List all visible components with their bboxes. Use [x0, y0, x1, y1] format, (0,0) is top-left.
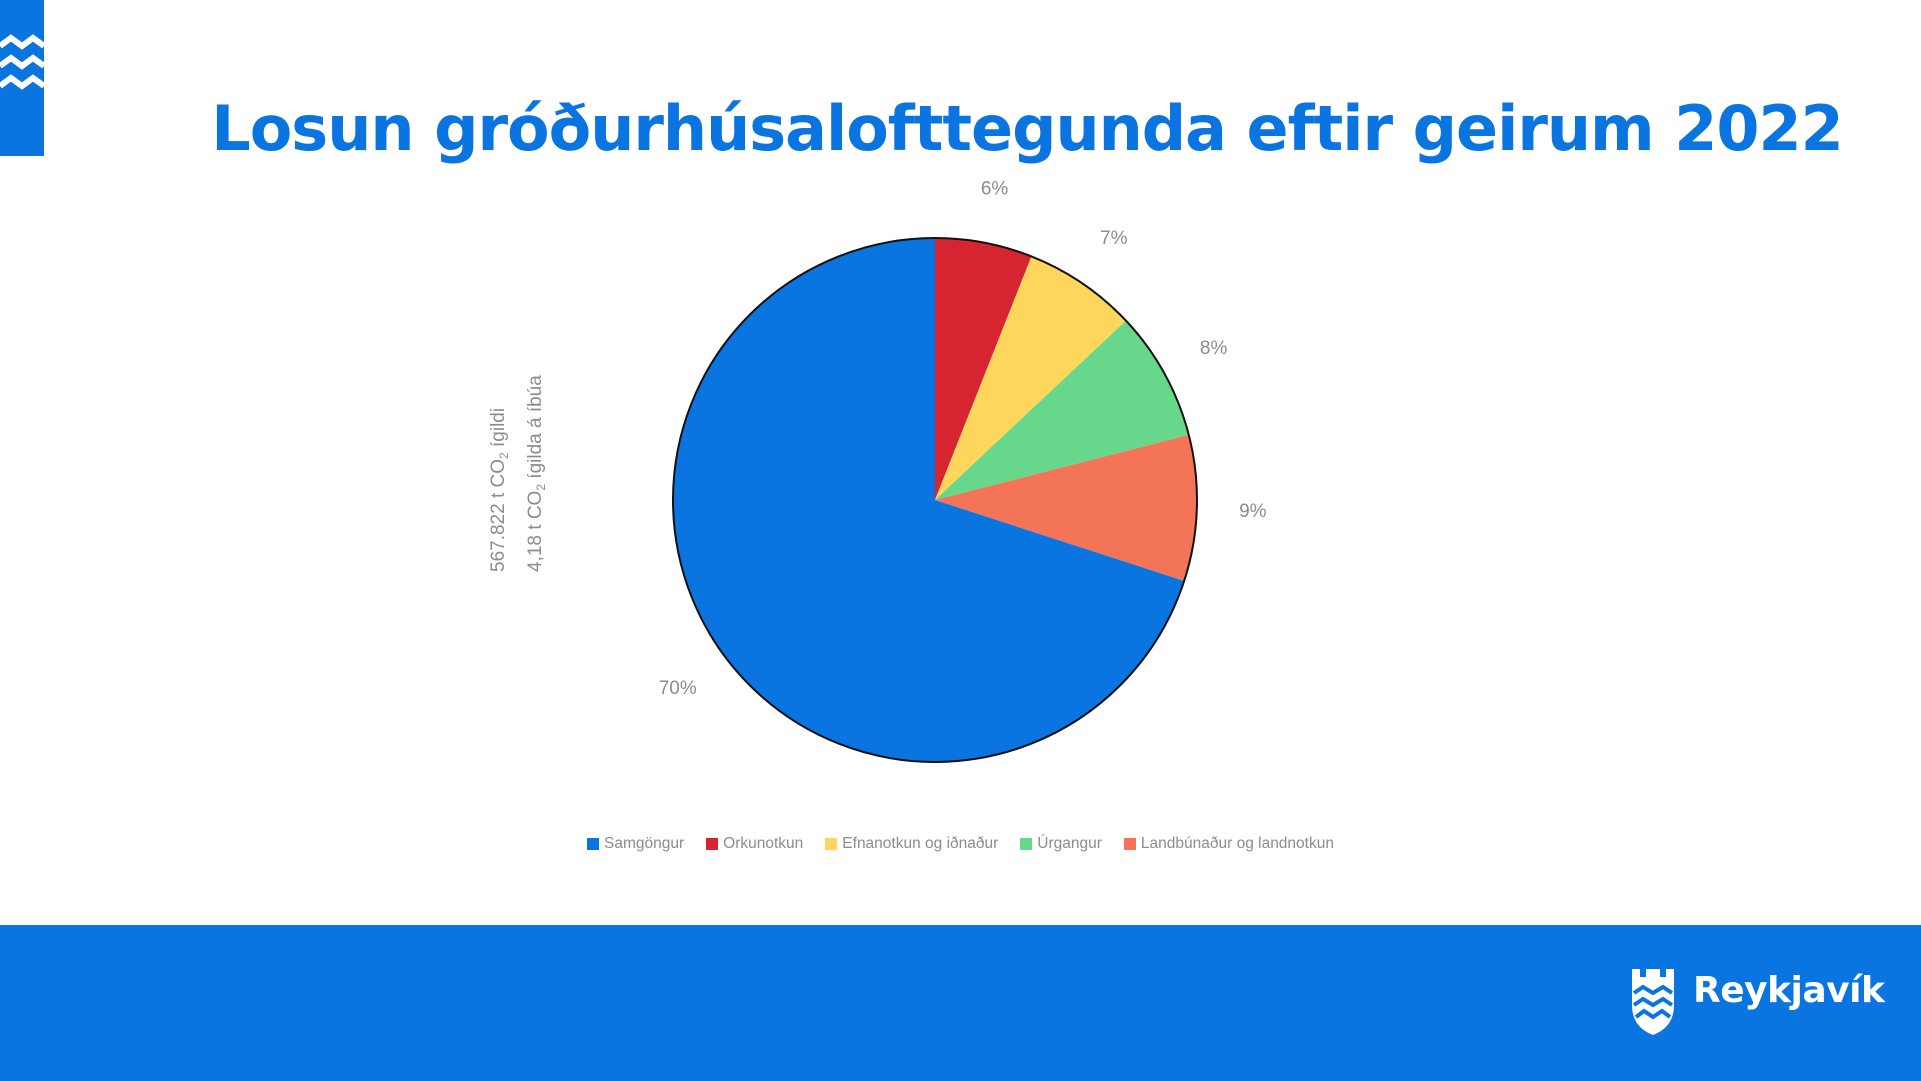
- pie-slice-samgongur: [673, 238, 1185, 763]
- pie-slice-urgangur: [935, 320, 1189, 500]
- legend-item-landbunadur-og-landnotkun: Landbúnaður og landnotkun: [1123, 835, 1334, 853]
- slide-title: Losun gróðurhúsalofttegunda eftir geirum…: [211, 92, 1844, 165]
- legend-label: Orkunotkun: [723, 835, 804, 852]
- slice-label-urgangur: 8%: [1200, 338, 1228, 359]
- pie-slice-landbunadur-og-landnotkun: [935, 434, 1197, 581]
- brand-wordmark: Reykjavík: [1693, 970, 1885, 1011]
- footer-bar: [0, 925, 1921, 1081]
- per-capita-note: 4,18 t CO2 ígilda á íbúa: [525, 375, 548, 572]
- emission-totals: 567.822 t CO2 ígildi 4,18 t CO2 ígilda á…: [476, 340, 576, 580]
- total-emissions-note: 567.822 t CO2 ígildi: [488, 408, 511, 572]
- chart-legend: Samgöngur Orkunotkun Efnanotkun og iðnaður…: [0, 835, 1921, 853]
- pie-outline: [672, 237, 1198, 763]
- slice-label-samgongur: 70%: [659, 678, 697, 699]
- legend-item-efnanotkun-og-idnadur: Efnanotkun og iðnaður: [825, 835, 998, 853]
- legend-swatch: [587, 838, 600, 850]
- pie-slice-efnanotkun-og-idnadur: [935, 256, 1126, 500]
- legend-label: Landbúnaður og landnotkun: [1140, 835, 1334, 852]
- legend-swatch: [1020, 838, 1033, 850]
- reykjavik-crest-icon: [1632, 969, 1674, 1035]
- legend-swatch: [1123, 838, 1136, 850]
- slice-label-efnanotkun-og-idnadur: 7%: [1100, 228, 1128, 249]
- slice-label-orkunotkun: 6%: [981, 179, 1009, 200]
- legend-swatch: [825, 838, 838, 850]
- legend-label: Efnanotkun og iðnaður: [842, 835, 999, 852]
- pie-slice-orkunotkun: [935, 238, 1032, 500]
- legend-item-orkunotkun: Orkunotkun: [706, 835, 803, 853]
- legend-swatch: [706, 838, 719, 850]
- corner-wave-mark: [0, 0, 44, 156]
- legend-item-urgangur: Úrgangur: [1020, 835, 1102, 853]
- legend-label: Úrgangur: [1037, 835, 1102, 852]
- slice-label-landbunadur-og-landnotkun: 9%: [1239, 501, 1267, 522]
- legend-item-samgongur: Samgöngur: [587, 835, 684, 853]
- legend-label: Samgöngur: [604, 835, 685, 852]
